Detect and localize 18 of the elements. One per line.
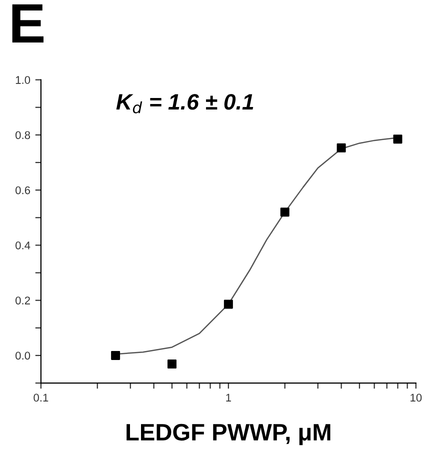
y-tick-label: 0.0: [16, 352, 30, 360]
point: [336, 143, 346, 152]
point: [224, 300, 233, 309]
x-tick-label: 10: [410, 394, 422, 402]
y-tick-label: 1.0: [16, 76, 30, 84]
y-tick-label: 0.6: [16, 186, 30, 194]
x-tick-label: 1: [226, 394, 231, 402]
y-tick-label: 0.4: [16, 241, 30, 250]
text: E: [12, 4, 44, 43]
y-tick-label: 0.8: [16, 131, 30, 140]
annotation: K$_{d}$ = 1.6 ± 0.1: [116, 94, 254, 114]
x-tick-label: 0.1: [34, 394, 48, 402]
point: [111, 350, 120, 360]
point: [393, 134, 402, 144]
x-axis-title: LEDGF PWWP, μM: [126, 424, 330, 446]
point: [280, 208, 290, 217]
point: [167, 360, 176, 369]
y-tick-label: 0.2: [16, 296, 30, 304]
